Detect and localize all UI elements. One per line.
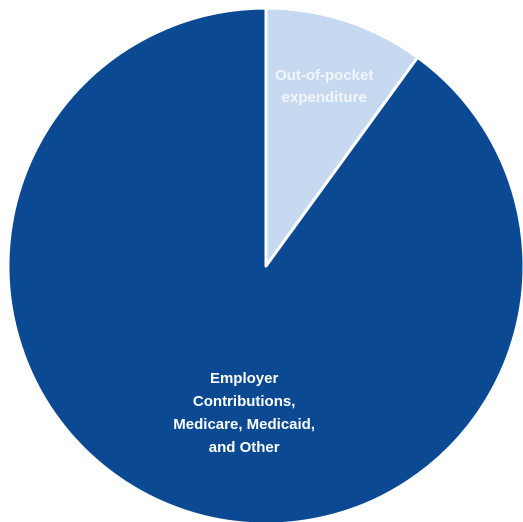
slice-label: Employer Contributions, Medicare, Medica… [173, 370, 316, 457]
pie-slice [6, 6, 523, 522]
slice-label: Out-of-pocket expenditure [275, 66, 374, 106]
pie-slice [264, 6, 420, 268]
